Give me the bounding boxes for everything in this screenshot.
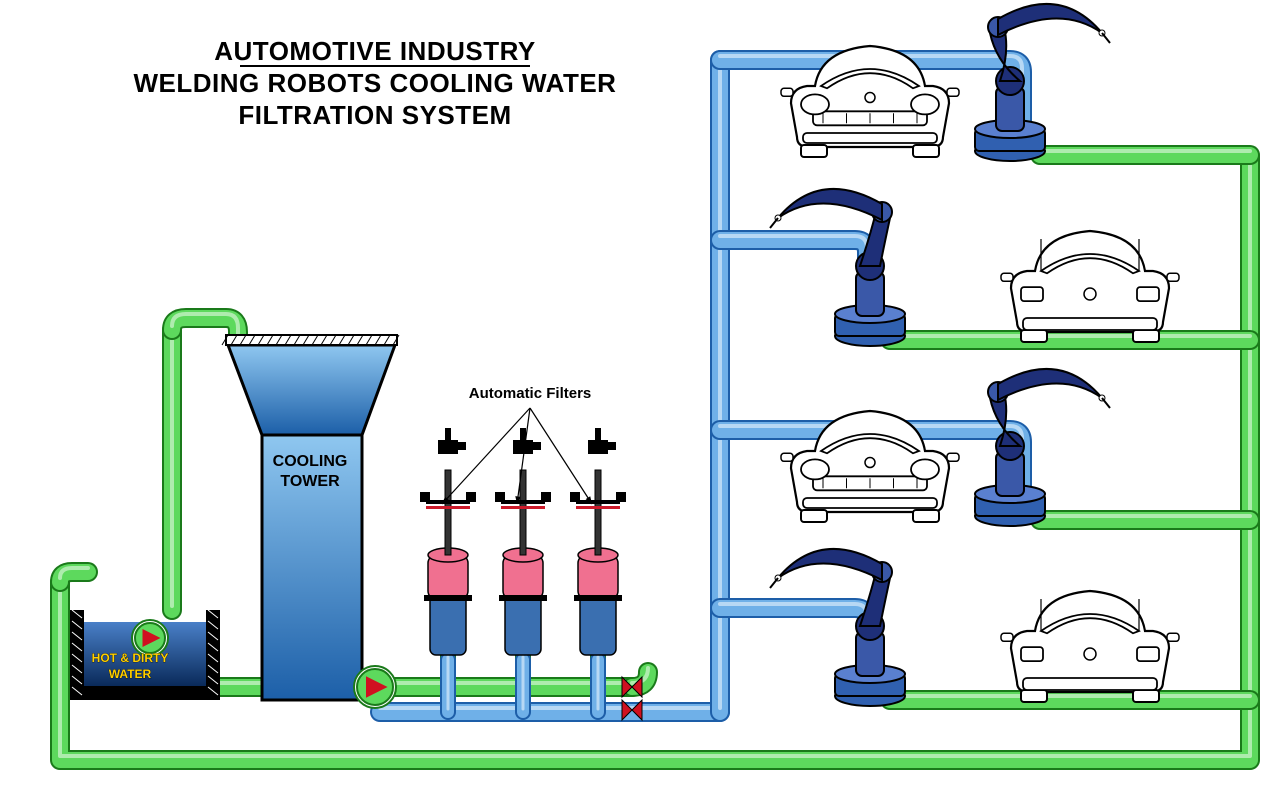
filter-crossbar-1: [501, 500, 545, 504]
filter-stem-2: [595, 470, 601, 555]
hot-dirty-label-2: WATER: [109, 667, 152, 681]
filter-top-side-1: [527, 442, 541, 450]
filter-flange-0: [424, 595, 472, 601]
cooling-tower-label-1: COOLING: [273, 453, 348, 470]
title-line-2: WELDING ROBOTS COOLING WATER: [134, 68, 617, 98]
filter-body-1: [505, 595, 541, 655]
filter-body-2: [580, 595, 616, 655]
filter-stem-1: [520, 470, 526, 555]
title-line-3: FILTRATION SYSTEM: [238, 100, 511, 130]
supply-floor-4-outline: [720, 608, 867, 676]
welding-robot-0: [975, 4, 1110, 161]
welding-robot-3: [770, 549, 905, 706]
filter-crossbar-2: [576, 500, 620, 504]
title-line-1: AUTOMOTIVE INDUSTRY: [214, 36, 536, 66]
welding-robot-1: [770, 189, 905, 346]
filter-crossbar-red-2: [576, 506, 620, 509]
supply-floor-4: [720, 608, 867, 676]
filter-top-stem-0: [445, 428, 451, 440]
car-1: [1001, 231, 1179, 342]
supply-floor-2: [720, 240, 867, 316]
filter-flange-1: [499, 595, 547, 601]
filter-top-stem-2: [595, 428, 601, 440]
filter-actuator-r-1: [541, 492, 551, 502]
filter-crossbar-red-0: [426, 506, 470, 509]
hot-dirty-label-1: HOT & DIRTY: [92, 651, 169, 665]
supply-floor-2-outline: [720, 240, 867, 316]
welding-robot-2: [975, 369, 1110, 526]
car-3: [1001, 591, 1179, 702]
filter-leader-0: [442, 408, 530, 504]
filter-actuator-l-1: [495, 492, 505, 502]
filter-stem-0: [445, 470, 451, 555]
filter-actuator-r-2: [616, 492, 626, 502]
filter-body-0: [430, 595, 466, 655]
cooling-tower-label-2: TOWER: [280, 473, 340, 490]
filter-top-side-2: [602, 442, 616, 450]
filter-flange-2: [574, 595, 622, 601]
filter-leader-2: [530, 408, 592, 504]
filter-actuator-l-2: [570, 492, 580, 502]
filter-top-side-0: [452, 442, 466, 450]
filter-actuator-l-0: [420, 492, 430, 502]
filter-top-stem-1: [520, 428, 526, 440]
cooling-tower-funnel: [228, 345, 395, 435]
automatic-filters-label: Automatic Filters: [469, 385, 592, 402]
filter-actuator-r-0: [466, 492, 476, 502]
filter-crossbar-red-1: [501, 506, 545, 509]
tank-wall-bottom: [70, 686, 220, 700]
